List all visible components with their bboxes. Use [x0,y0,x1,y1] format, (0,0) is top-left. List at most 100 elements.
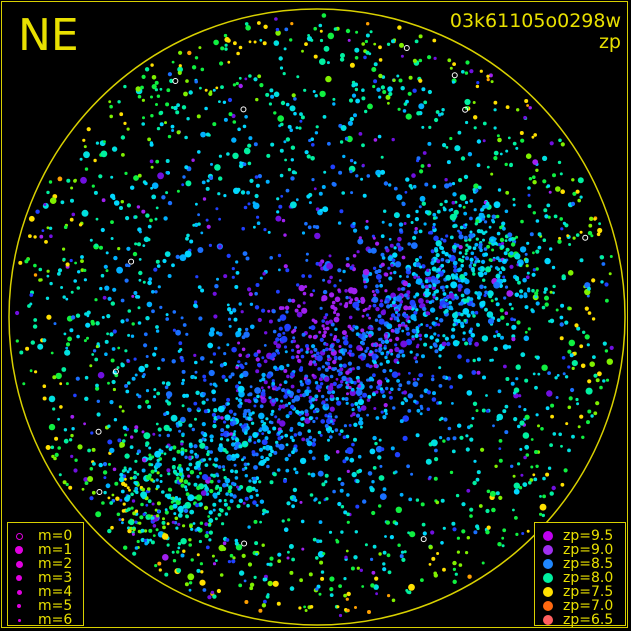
star-marker [501,544,505,548]
star-marker [187,50,192,56]
star-marker [472,263,477,267]
star-marker [374,348,378,353]
star-marker [305,258,309,262]
star-marker [219,437,224,441]
star-marker [371,353,379,361]
star-marker [229,310,234,315]
star-marker [369,30,373,34]
star-marker [515,235,519,239]
star-marker [300,519,305,524]
star-marker [599,385,603,390]
star-marker [472,314,476,318]
legend-marker-icon [15,546,23,554]
star-marker [349,389,356,397]
star-marker [126,526,131,530]
star-marker [484,220,488,224]
star-marker [577,425,581,429]
star-marker [43,203,47,206]
star-marker [277,253,282,258]
legend-marker-icon [17,618,21,622]
legend-entry: m=4 [8,585,83,599]
star-marker [247,202,251,206]
star-marker [325,75,332,83]
star-marker [364,334,368,339]
star-marker [488,73,493,78]
star-marker [261,308,266,313]
star-marker [500,241,505,246]
star-marker [48,423,56,431]
star-marker [250,324,255,330]
star-marker [342,269,346,274]
star-marker [147,280,152,286]
star-marker [167,134,172,139]
star-marker [141,468,146,473]
star-marker [102,470,108,475]
star-marker [337,288,341,292]
star-marker [221,465,226,469]
star-marker [345,295,349,300]
star-marker [315,225,320,230]
star-marker [244,474,248,478]
legend-entry: m=5 [8,599,83,613]
star-marker [86,127,91,132]
legend-marker-icon [543,559,553,569]
star-marker [440,498,445,503]
star-marker [198,46,202,50]
star-marker [182,323,187,327]
star-marker [533,133,537,137]
legend-marker-icon [543,531,553,541]
star-marker [59,405,63,409]
star-marker [378,318,385,325]
star-marker [161,381,166,385]
star-marker [418,58,423,63]
star-marker [472,246,477,250]
star-marker [321,319,326,323]
star-marker [427,55,432,60]
star-marker [293,433,298,437]
star-marker [418,103,425,110]
star-marker [60,200,65,205]
star-marker [115,496,120,501]
legend-marker-icon [543,601,553,611]
star-marker [286,501,291,506]
star-marker [268,562,273,567]
star-marker [140,502,144,507]
star-marker [464,341,469,346]
star-marker [519,289,524,294]
star-marker [567,448,571,453]
star-marker [396,194,403,201]
star-marker [564,375,569,379]
star-marker [469,199,474,203]
star-marker [90,319,95,324]
star-marker [297,304,301,308]
star-marker [223,117,228,122]
star-marker [224,477,231,484]
legend-label: zp=7.5 [563,584,614,600]
star-marker [387,266,391,270]
star-marker [313,347,318,352]
star-marker [580,363,586,369]
star-marker [396,379,400,383]
star-marker [524,305,529,310]
star-marker [315,416,319,420]
star-marker [323,376,330,382]
star-marker [412,88,417,93]
star-marker [155,422,159,426]
star-marker [515,377,519,381]
star-marker [112,387,116,392]
star-marker [218,217,222,221]
star-marker [187,494,195,502]
star-marker [318,377,323,382]
star-marker [329,374,334,379]
star-marker [137,321,142,325]
star-marker [244,115,248,119]
star-marker [508,302,512,306]
star-marker [255,283,260,287]
star-marker [174,516,179,521]
star-marker [299,500,303,504]
star-marker [165,102,170,107]
star-marker [418,205,422,209]
star-marker [141,98,145,102]
star-marker [303,88,307,92]
